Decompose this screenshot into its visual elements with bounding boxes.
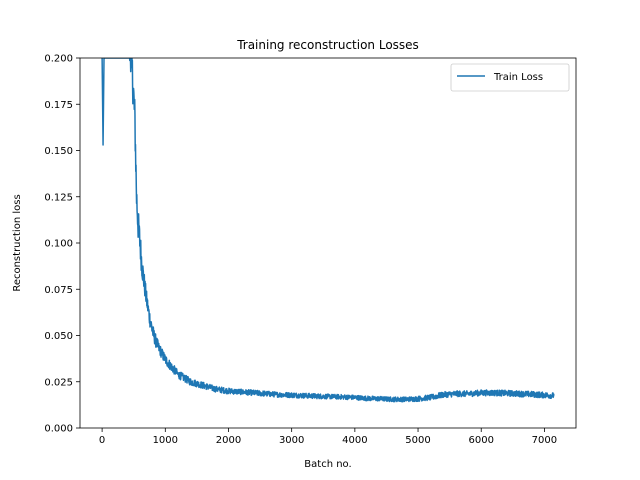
y-tick-label: 0.150 [44, 146, 73, 157]
y-axis: 0.000 0.025 0.050 0.075 0.100 0.125 0.150 0.175… [44, 54, 80, 435]
x-tick-label: 2000 [216, 435, 241, 446]
y-tick-label: 0.050 [44, 331, 73, 342]
y-tick-label: 0.175 [44, 100, 73, 111]
x-tick-label: 3000 [279, 435, 304, 446]
plot-area [101, 58, 555, 403]
y-tick-label: 0.125 [44, 192, 73, 203]
legend: Train Loss [450, 63, 570, 92]
y-tick-label: 0.000 [44, 424, 73, 435]
x-tick-label: 4000 [342, 435, 367, 446]
y-tick-label: 0.100 [44, 239, 73, 250]
y-tick-label: 0.200 [44, 54, 73, 65]
x-tick-label: 0 [99, 435, 105, 446]
y-tick-label: 0.025 [44, 377, 73, 388]
legend-label-train-loss: Train Loss [493, 72, 543, 83]
x-axis-label: Batch no. [304, 459, 351, 470]
x-tick-label: 7000 [532, 435, 557, 446]
x-axis: 0 1000 2000 3000 4000 5000 6000 7000 [99, 428, 557, 446]
x-tick-label: 6000 [468, 435, 493, 446]
series-line-train-loss [101, 58, 555, 403]
x-tick-label: 1000 [153, 435, 178, 446]
y-axis-label: Reconstruction loss [12, 194, 23, 291]
axes-frame [79, 57, 577, 429]
legend-box [450, 63, 570, 92]
x-tick-label: 5000 [405, 435, 430, 446]
y-tick-label: 0.075 [44, 285, 73, 296]
chart-title: Training reconstruction Losses [236, 38, 419, 52]
